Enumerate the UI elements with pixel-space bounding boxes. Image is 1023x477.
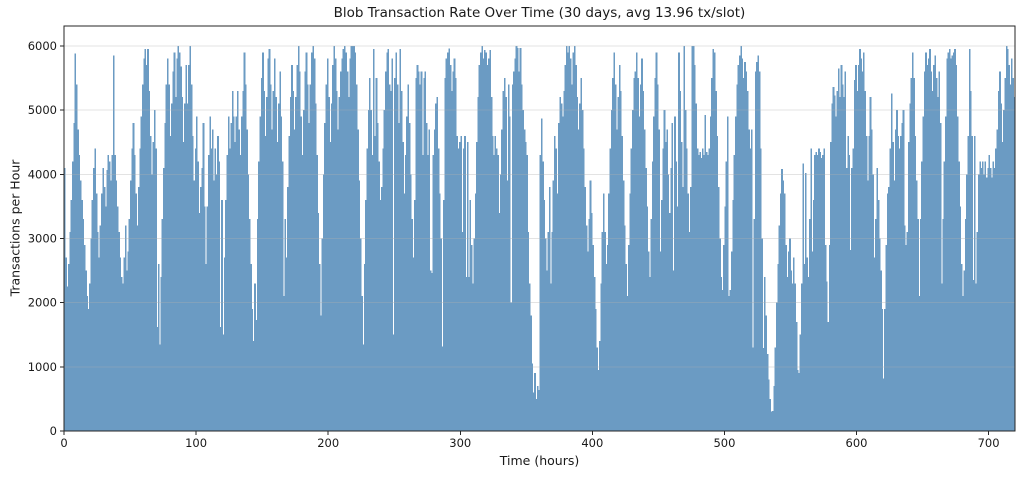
y-tick-label: 5000	[28, 103, 57, 117]
y-tick-label: 0	[50, 424, 57, 438]
y-tick-label: 6000	[28, 39, 57, 53]
y-axis-label: Transactions per Hour	[7, 159, 23, 297]
x-tick-label: 300	[449, 436, 471, 450]
x-tick-label: 500	[713, 436, 735, 450]
x-tick-label: 0	[60, 436, 67, 450]
y-tick-label: 1000	[28, 360, 57, 374]
x-tick-label: 400	[581, 436, 603, 450]
x-tick-label: 700	[978, 436, 1000, 450]
chart-title: Blob Transaction Rate Over Time (30 days…	[333, 5, 746, 21]
x-axis-label: Time (hours)	[499, 453, 580, 468]
x-tick-label: 100	[185, 436, 207, 450]
y-tick-label: 2000	[28, 296, 57, 310]
x-tick-label: 600	[846, 436, 868, 450]
axes-frame	[63, 25, 1016, 432]
bar-series	[64, 45, 1016, 432]
y-tick-label: 4000	[28, 167, 57, 181]
x-tick-label: 200	[317, 436, 339, 450]
y-tick-label: 3000	[28, 231, 57, 245]
